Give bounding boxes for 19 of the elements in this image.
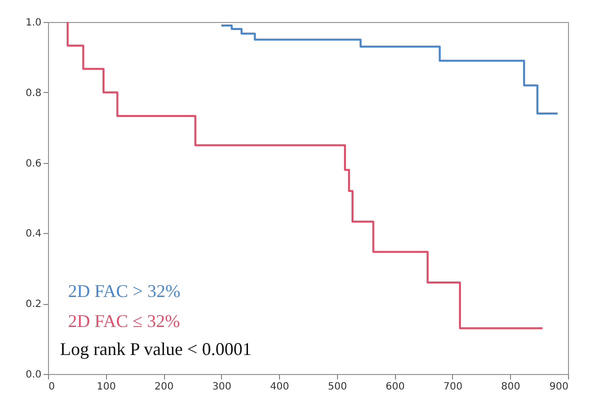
y-tick-label: 0.2 — [26, 299, 42, 310]
y-tick-label: 0.6 — [26, 158, 42, 170]
x-tick-label: 500 — [328, 382, 347, 392]
text: 2D FAC > 32% — [68, 281, 180, 301]
x-tick-label: 300 — [212, 382, 232, 392]
y-tick-label: 0.4 — [26, 228, 42, 240]
x-tick-label: 100 — [96, 382, 116, 392]
x-tick-label: 700 — [443, 382, 462, 392]
x-tick-label: 200 — [154, 382, 174, 392]
x-tick-label: 800 — [501, 382, 520, 392]
x-tick-label: 900 — [549, 382, 568, 392]
annotation: Log rank P value < 0.0001 — [60, 339, 252, 359]
y-tick-label: 0.0 — [26, 370, 42, 380]
text: 2D FAC ≤ 32% — [68, 311, 180, 331]
x-tick-label: 600 — [386, 382, 405, 392]
x-tick-label: 400 — [270, 382, 290, 392]
y-tick-label: 1.0 — [26, 18, 42, 28]
y-tick-label: 0.8 — [26, 88, 42, 99]
x-tick-label: 0 — [48, 382, 55, 392]
